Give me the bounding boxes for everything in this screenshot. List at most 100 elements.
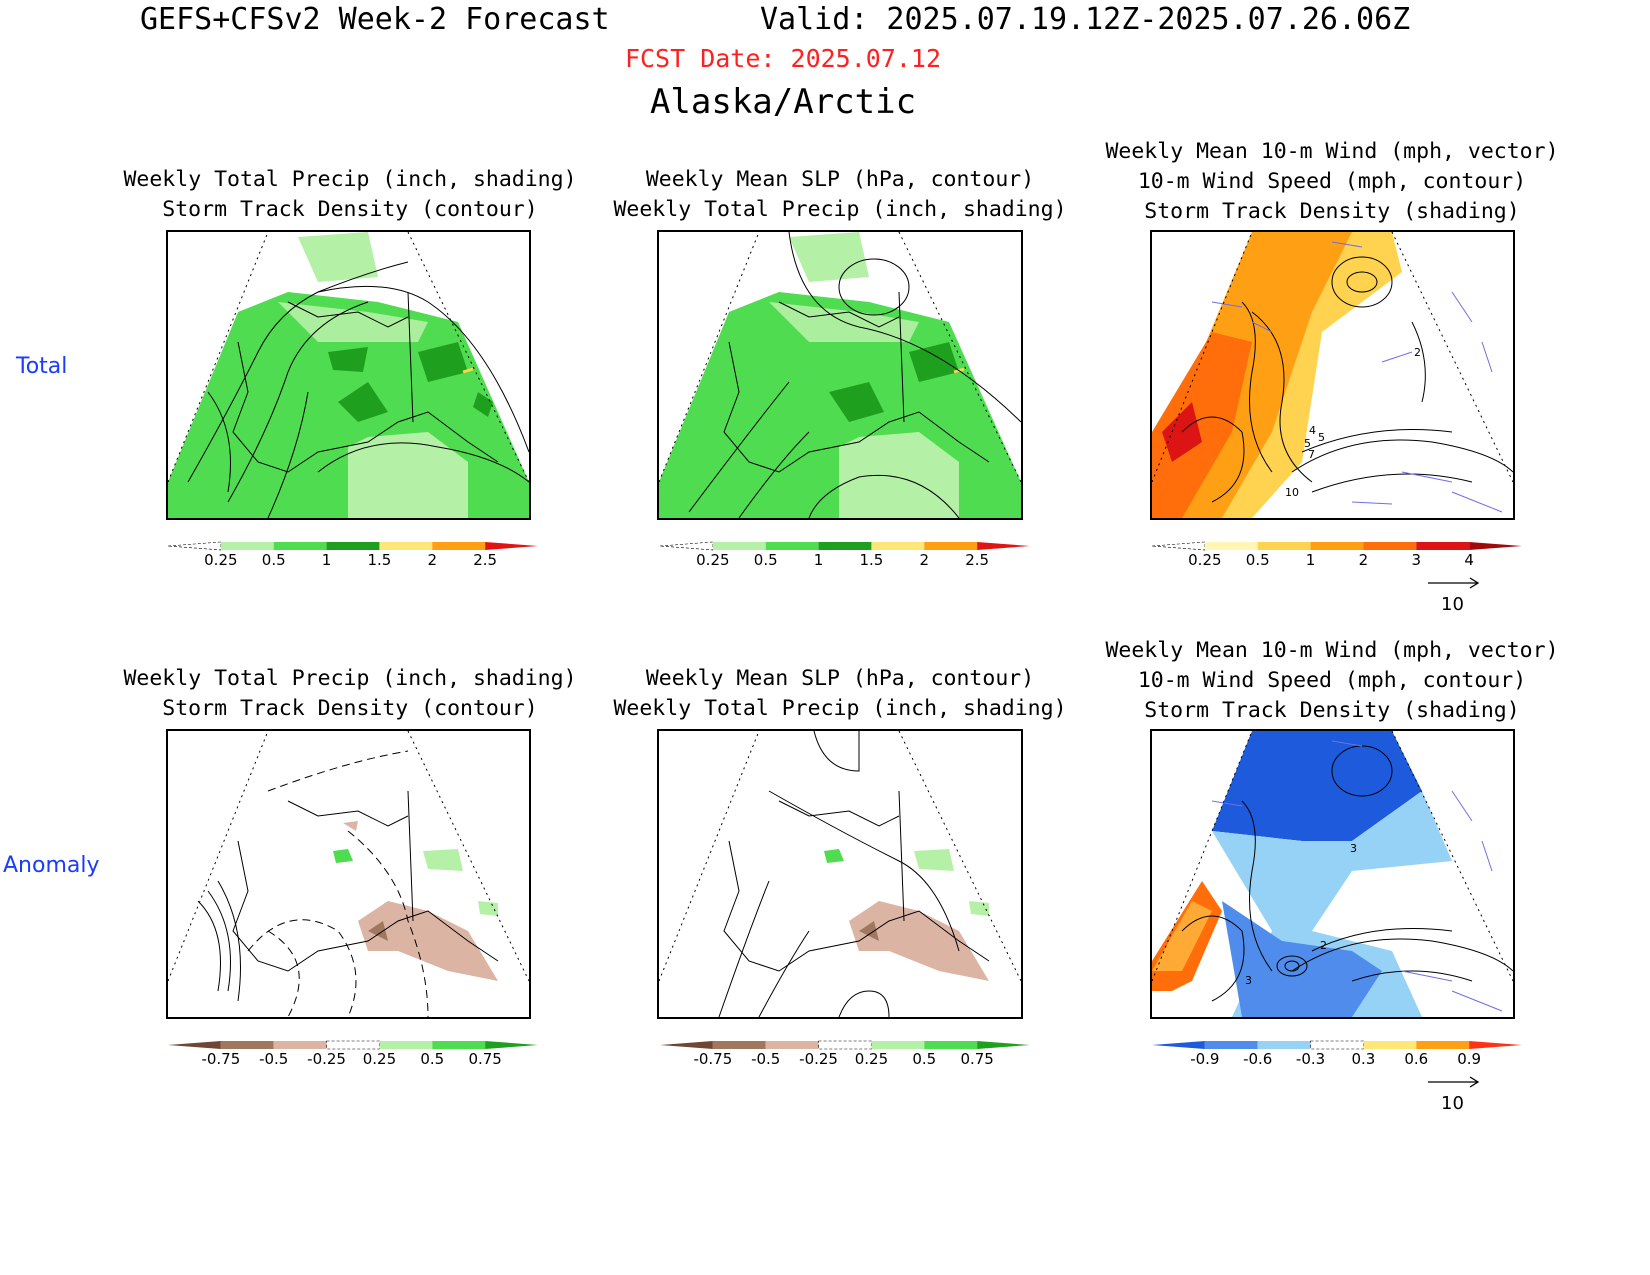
- colorbar-segment: [765, 542, 819, 550]
- colorbar-segment: [818, 1040, 872, 1050]
- colorbar-segment: [924, 542, 978, 550]
- colorbar-segment: [977, 542, 1030, 550]
- colorbar-segment: [712, 1041, 766, 1049]
- map-slp-total: [657, 230, 1023, 520]
- colorbar-segment: [326, 1040, 380, 1050]
- colorbar-segment: [432, 1041, 486, 1049]
- contour-label: 5: [1304, 437, 1311, 450]
- row-label-total: Total: [16, 354, 68, 379]
- map-wind-total: 2 4 5 5 7 10: [1150, 230, 1515, 520]
- colorbar-tick-label: -0.75: [201, 1050, 240, 1068]
- colorbar-tick-label: 0.25: [696, 551, 729, 569]
- colorbar-tick-label: -0.9: [1190, 1050, 1219, 1068]
- colorbar-segment: [1204, 542, 1258, 550]
- colorbar-segment: [871, 1041, 925, 1049]
- colorbar-segment: [432, 542, 486, 550]
- colorbar-segment: [1416, 542, 1470, 550]
- colorbar-segment: [1151, 541, 1206, 551]
- contour-label: 3: [1245, 974, 1252, 987]
- colorbar-segment: [1469, 542, 1522, 550]
- valid-period: Valid: 2025.07.19.12Z-2025.07.26.06Z: [760, 2, 1411, 37]
- colorbar-segment: [273, 542, 327, 550]
- colorbar-segment: [1363, 542, 1417, 550]
- map-precip-total: [166, 230, 531, 520]
- panel-title-slp-total: Weekly Mean SLP (hPa, contour) Weekly Tot…: [613, 167, 1067, 222]
- colorbar-tick-label: 4: [1464, 551, 1474, 569]
- colorbar-segment: [1152, 1041, 1205, 1049]
- colorbar-segment: [1257, 542, 1311, 550]
- colorbar-track-anom: -0.9 -0.6 -0.3 0.3 0.6 0.9: [1144, 1035, 1534, 1075]
- panel-title-precip-total: Weekly Total Precip (inch, shading) Storm…: [123, 167, 577, 222]
- colorbar-tick-label: 1.5: [859, 551, 883, 569]
- colorbar-tick-label: 0.5: [1246, 551, 1270, 569]
- colorbar-tick-label: 0.3: [1351, 1050, 1375, 1068]
- colorbar-tick-label: -0.6: [1243, 1050, 1272, 1068]
- colorbar-tick-label: 2.5: [473, 551, 497, 569]
- colorbar-segment: [871, 542, 925, 550]
- contour-label: 10: [1285, 486, 1299, 499]
- colorbar-segment: [818, 542, 872, 550]
- colorbar-tick-label: 0.5: [912, 1050, 936, 1068]
- colorbar-tick-label: 0.9: [1457, 1050, 1481, 1068]
- colorbar-tick-label: -0.25: [307, 1050, 346, 1068]
- colorbar-tick-label: 1: [814, 551, 824, 569]
- arrow-icon: [1428, 1076, 1480, 1088]
- colorbar-segment: [924, 1041, 978, 1049]
- map-precip-anom: [166, 729, 531, 1019]
- colorbar-tick-label: 0.5: [420, 1050, 444, 1068]
- colorbar-tick-label: -0.3: [1296, 1050, 1325, 1068]
- colorbar-tick-label: 0.5: [754, 551, 778, 569]
- colorbar-segment: [168, 1041, 221, 1049]
- colorbar-tick-label: 0.25: [855, 1050, 888, 1068]
- colorbar-tick-label: 0.75: [960, 1050, 993, 1068]
- panel-title-wind-anom: Weekly Mean 10-m Wind (mph, vector) 10-m …: [1105, 638, 1559, 723]
- colorbar-segment: [1257, 1041, 1311, 1049]
- colorbar-segment: [1310, 542, 1364, 550]
- colorbar-tick-label: 0.25: [1188, 551, 1221, 569]
- reference-vector-label: 10: [1441, 1093, 1464, 1114]
- colorbar-segment: [1204, 1041, 1258, 1049]
- panel-title-precip-anom: Weekly Total Precip (inch, shading) Storm…: [123, 666, 577, 721]
- map-wind-anom: 2 3 3: [1150, 729, 1515, 1019]
- colorbar-tick-label: 0.6: [1404, 1050, 1428, 1068]
- contour-label: 3: [1350, 842, 1357, 855]
- colorbar-tick-label: 0.5: [262, 551, 286, 569]
- colorbar-segment: [379, 542, 433, 550]
- colorbar-segment: [220, 1041, 274, 1049]
- colorbar-tick-label: 1: [1306, 551, 1316, 569]
- panel-title-slp-anom: Weekly Mean SLP (hPa, contour) Weekly Tot…: [613, 666, 1067, 721]
- colorbar-tick-label: -0.5: [751, 1050, 780, 1068]
- map-slp-anom: [657, 729, 1023, 1019]
- colorbar-segment: [1469, 1041, 1522, 1049]
- colorbar-segment: [326, 542, 380, 550]
- colorbar-tick-label: -0.75: [693, 1050, 732, 1068]
- colorbar-segment: [485, 542, 538, 550]
- colorbar-segment: [220, 542, 274, 550]
- main-title: GEFS+CFSv2 Week-2 Forecast: [140, 2, 610, 37]
- colorbar-tick-label: 2.5: [965, 551, 989, 569]
- colorbar-tick-label: 1: [322, 551, 332, 569]
- colorbar-segment: [1310, 1040, 1364, 1050]
- colorbar-tick-label: 2: [920, 551, 930, 569]
- contour-label: 2: [1414, 346, 1421, 359]
- colorbar-segment: [765, 1041, 819, 1049]
- reference-vector-anom: 10: [1426, 1074, 1486, 1114]
- reference-vector-label: 10: [1441, 594, 1464, 615]
- contour-label: 2: [1320, 939, 1327, 952]
- colorbar-segment: [485, 1041, 538, 1049]
- colorbar-segment: [660, 1041, 713, 1049]
- colorbar-segment: [1416, 1041, 1470, 1049]
- colorbar-segment: [1363, 1041, 1417, 1049]
- colorbar-tick-label: 3: [1412, 551, 1422, 569]
- colorbar-tick-label: 0.25: [363, 1050, 396, 1068]
- colorbar-tick-label: 0.75: [468, 1050, 501, 1068]
- colorbar-segment: [379, 1041, 433, 1049]
- colorbar-precip-total: 0.25 0.5 1 1.5 2 2.5: [160, 536, 550, 576]
- colorbar-slp-precip-total: 0.25 0.5 1 1.5 2 2.5: [652, 536, 1042, 576]
- colorbar-segment: [712, 542, 766, 550]
- colorbar-tick-label: 2: [1359, 551, 1369, 569]
- arrow-icon: [1428, 577, 1480, 589]
- colorbar-slp-precip-anom: -0.75 -0.5 -0.25 0.25 0.5 0.75: [652, 1035, 1042, 1075]
- colorbar-segment: [659, 541, 714, 551]
- reference-vector-total: 10: [1426, 575, 1486, 615]
